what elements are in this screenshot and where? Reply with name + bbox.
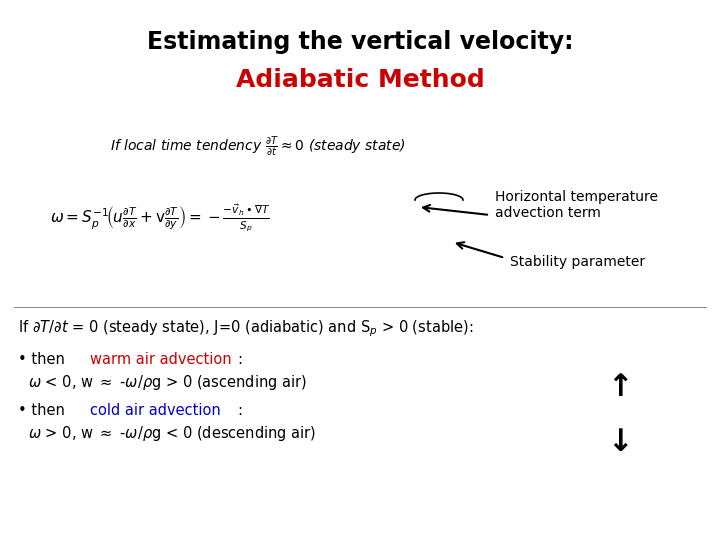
Text: If $\partial T/\partial t$ = 0 (steady state), J=0 (adiabatic) and S$_p$ > 0 (st: If $\partial T/\partial t$ = 0 (steady s… — [18, 318, 473, 339]
Text: ↑: ↑ — [607, 373, 633, 402]
Text: warm air advection: warm air advection — [90, 352, 232, 367]
Text: ↓: ↓ — [607, 428, 633, 457]
Text: $\omega$ > 0, w $\approx$ -$\omega$/$\rho$g < 0 (descending air): $\omega$ > 0, w $\approx$ -$\omega$/$\rh… — [28, 424, 316, 443]
Text: :: : — [237, 352, 242, 367]
Text: Horizontal temperature
advection term: Horizontal temperature advection term — [495, 190, 658, 220]
Text: • then: • then — [18, 352, 70, 367]
Text: • then: • then — [18, 403, 70, 418]
Text: cold air advection: cold air advection — [90, 403, 221, 418]
Text: :: : — [237, 403, 242, 418]
Text: Adiabatic Method: Adiabatic Method — [235, 68, 485, 92]
Text: $\omega$ < 0, w $\approx$ -$\omega$/$\rho$g > 0 (ascending air): $\omega$ < 0, w $\approx$ -$\omega$/$\rh… — [28, 373, 307, 392]
Text: $\omega = S_p^{-1}\!\left(u\frac{\partial T}{\partial x} + \mathrm{v}\frac{\part: $\omega = S_p^{-1}\!\left(u\frac{\partia… — [50, 202, 271, 234]
Text: Stability parameter: Stability parameter — [510, 255, 645, 269]
Text: If local time tendency $\frac{\partial T}{\partial t} \approx 0$ (steady state): If local time tendency $\frac{\partial T… — [110, 135, 405, 159]
Text: Estimating the vertical velocity:: Estimating the vertical velocity: — [147, 30, 573, 54]
